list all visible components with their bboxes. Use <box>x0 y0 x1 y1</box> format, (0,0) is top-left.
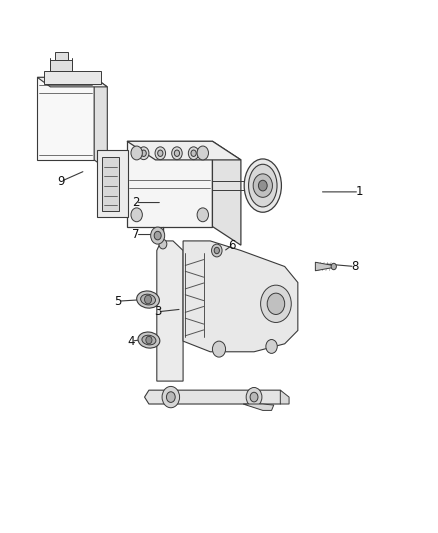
Circle shape <box>261 285 291 322</box>
Polygon shape <box>157 241 183 381</box>
Polygon shape <box>102 157 119 211</box>
Circle shape <box>212 341 226 357</box>
Ellipse shape <box>244 159 281 212</box>
Text: 1: 1 <box>355 185 363 198</box>
Circle shape <box>166 392 175 402</box>
Circle shape <box>250 392 258 402</box>
Circle shape <box>158 150 163 157</box>
Text: 5: 5 <box>115 295 122 308</box>
Ellipse shape <box>137 291 159 308</box>
Polygon shape <box>145 390 285 404</box>
Polygon shape <box>50 60 72 71</box>
Polygon shape <box>97 150 128 217</box>
Text: 8: 8 <box>351 260 358 273</box>
Circle shape <box>131 146 142 160</box>
Circle shape <box>162 386 180 408</box>
Ellipse shape <box>142 335 156 345</box>
Circle shape <box>188 147 199 160</box>
Text: 3: 3 <box>154 305 161 318</box>
Text: 9: 9 <box>57 175 65 188</box>
Circle shape <box>154 231 161 240</box>
Polygon shape <box>55 52 68 60</box>
Text: 6: 6 <box>228 239 236 252</box>
Text: 4: 4 <box>127 335 135 348</box>
Circle shape <box>155 147 166 160</box>
Circle shape <box>141 150 146 157</box>
Polygon shape <box>212 141 241 245</box>
Circle shape <box>331 263 336 270</box>
Circle shape <box>197 146 208 160</box>
Circle shape <box>172 147 182 160</box>
Text: 2: 2 <box>132 196 140 209</box>
Polygon shape <box>127 141 212 227</box>
Polygon shape <box>37 77 107 87</box>
Circle shape <box>131 208 142 222</box>
Ellipse shape <box>141 294 155 305</box>
Polygon shape <box>127 141 241 160</box>
Circle shape <box>214 247 219 254</box>
Polygon shape <box>243 404 274 410</box>
Circle shape <box>246 387 262 407</box>
Circle shape <box>253 174 272 197</box>
Text: 7: 7 <box>132 228 140 241</box>
Circle shape <box>258 180 267 191</box>
Circle shape <box>151 227 165 244</box>
Circle shape <box>159 239 167 249</box>
Circle shape <box>212 244 222 257</box>
Polygon shape <box>183 241 298 352</box>
Ellipse shape <box>249 164 277 207</box>
Circle shape <box>266 340 277 353</box>
Circle shape <box>146 336 152 344</box>
Circle shape <box>267 293 285 314</box>
Circle shape <box>138 147 149 160</box>
Ellipse shape <box>138 332 160 348</box>
Polygon shape <box>37 77 94 160</box>
Polygon shape <box>44 71 101 84</box>
Circle shape <box>191 150 196 157</box>
Polygon shape <box>280 390 289 404</box>
Polygon shape <box>315 262 333 271</box>
Circle shape <box>145 295 152 304</box>
Circle shape <box>174 150 180 157</box>
Polygon shape <box>94 77 107 169</box>
Circle shape <box>197 208 208 222</box>
